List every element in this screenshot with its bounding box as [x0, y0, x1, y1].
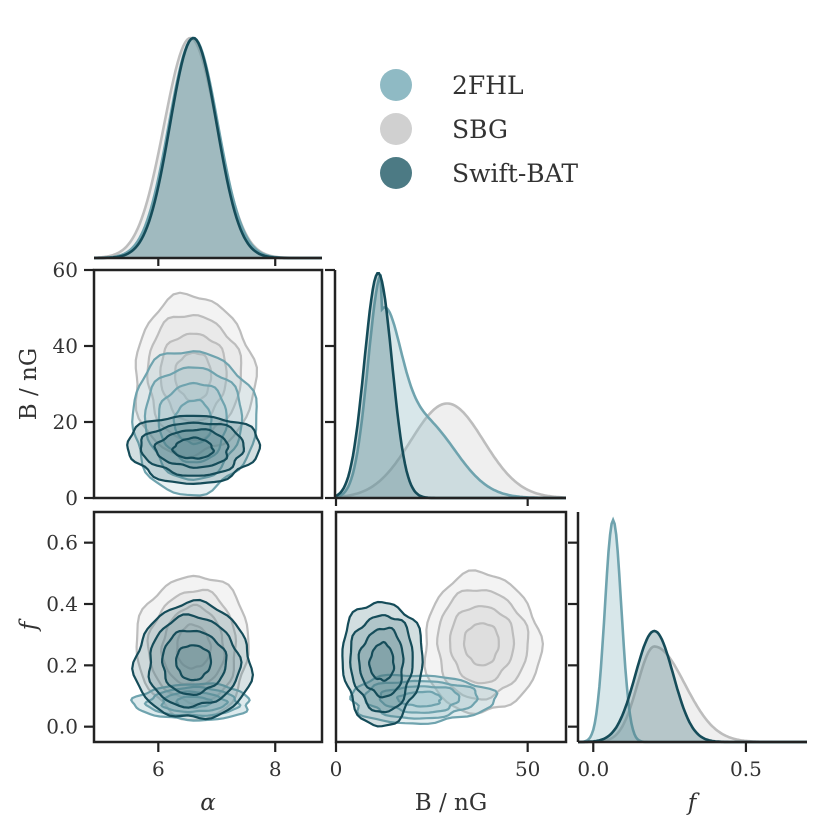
B-marginal-swift-bat-fill: [336, 273, 566, 498]
contour-alpha-f-2fhl: [175, 695, 213, 709]
f-marginal-swift-bat-fill: [578, 631, 807, 742]
x-tick-B-0-label: 0: [330, 757, 343, 781]
legend-label-2fhl: 2FHL: [452, 71, 524, 100]
contour-B-f-swift-bat: [367, 640, 396, 682]
x-tick-f-0.5-label: 0.5: [730, 757, 762, 781]
contour-alpha-f-swift-bat: [174, 644, 213, 682]
y-tick-f-0.6-label: 0.6: [46, 531, 78, 555]
contour-alpha-B-swift-bat: [153, 428, 230, 469]
alpha-marginal-2fhl-fill: [94, 38, 322, 258]
B-marginal-sbg-line: [335, 402, 566, 499]
legend-label-sbg: SBG: [452, 115, 508, 144]
y-tick-f-0.2-label: 0.2: [46, 653, 78, 677]
alpha-B-frame: [92, 268, 324, 500]
legend-swatch-sbg: [380, 113, 412, 145]
x-tick-alpha-8-label: 8: [269, 757, 282, 781]
B-marginal-sbg-fill: [336, 403, 566, 498]
x-axis-label-f: f: [686, 790, 700, 816]
contour-alpha-f-swift-bat: [160, 629, 228, 697]
contour-alpha-B-swift-bat: [171, 436, 216, 460]
x-axis-label-B: B / nG: [415, 790, 487, 816]
x-tick-alpha-6-label: 6: [152, 757, 165, 781]
y-axis-label-f: f: [16, 618, 42, 632]
legend-swatch-2fhl: [380, 69, 412, 101]
legend-swatch-swift-bat: [380, 157, 412, 189]
contour-B-f-sbg: [462, 622, 500, 667]
contour-B-f-sbg: [448, 605, 516, 685]
panel-alpha-B: [92, 268, 324, 500]
y-axis-label-B: B / nG: [16, 348, 42, 420]
panel-alpha-f: [92, 510, 324, 744]
panel-B-f: [334, 510, 568, 744]
y-tick-B-20-label: 20: [53, 410, 78, 434]
contour-alpha-f-2fhl: [160, 690, 230, 714]
y-tick-B-40-label: 40: [53, 334, 78, 358]
legend-label-swift-bat: Swift-BAT: [452, 159, 578, 188]
alpha-f-frame: [92, 510, 324, 744]
f-marginal-2fhl-fill: [578, 520, 807, 742]
panel-alpha-marginal: [94, 36, 322, 260]
x-tick-f-0.0-label: 0.0: [577, 757, 609, 781]
ticks: 6 8 0 50 0.0 0.5 0 20 40 60 0.0 0.2 0.4 0.6: [46, 258, 762, 781]
B-f-frame: [334, 510, 568, 744]
panel-f-marginal: [576, 512, 807, 744]
x-tick-B-50-label: 50: [515, 757, 540, 781]
y-tick-f-0.4-label: 0.4: [46, 592, 78, 616]
contour-B-f-2fhl: [378, 685, 461, 714]
panel-B-marginal: [333, 270, 566, 500]
f-marginal-sbg-fill: [578, 646, 807, 742]
y-tick-f-0.0-label: 0.0: [46, 715, 78, 739]
contour-alpha-B-sbg: [173, 351, 213, 402]
x-axis-label-alpha: α: [200, 790, 216, 816]
alpha-marginal-sbg-fill: [94, 38, 322, 258]
contour-B-f-swift-bat: [357, 626, 405, 699]
B-marginal-2fhl-fill: [336, 274, 566, 498]
alpha-marginal-swift-bat-fill: [94, 38, 322, 258]
legend: 2FHL SBG Swift-BAT: [380, 69, 578, 189]
y-tick-B-0-label: 0: [65, 486, 78, 510]
y-tick-B-60-label: 60: [53, 258, 78, 282]
